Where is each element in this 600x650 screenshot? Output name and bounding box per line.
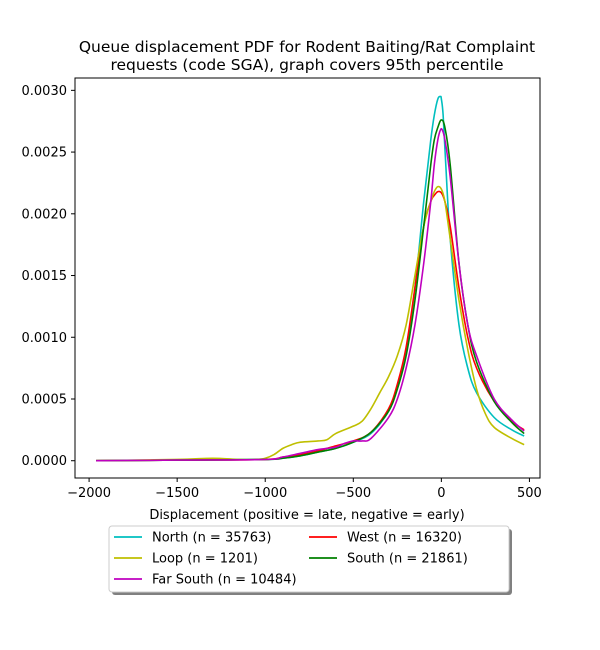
legend-box	[108, 525, 510, 593]
legend-entries: North (n = 35763) West (n = 16320) Loop (n…	[114, 531, 468, 588]
series-line-1	[96, 190, 525, 462]
y-tick-label: 0.0030	[22, 84, 68, 99]
plot-frame	[74, 77, 541, 479]
series-line-2	[96, 185, 525, 462]
x-tick-label: 500	[517, 486, 542, 501]
y-tick-label: 0.0010	[22, 331, 68, 346]
x-tick-label: −500	[335, 486, 371, 501]
series-line-4	[96, 127, 525, 462]
legend-label: West (n = 16320)	[347, 531, 462, 546]
legend-label: Far South (n = 10484)	[152, 573, 297, 588]
legend-label: Loop (n = 1201)	[152, 552, 258, 567]
legend-label: North (n = 35763)	[152, 531, 271, 546]
x-tick-label: −1500	[155, 486, 199, 501]
plot-lines	[96, 95, 525, 462]
x-tick-label: −1000	[243, 486, 287, 501]
x-axis-label: Displacement (positive = late, negative …	[149, 508, 464, 523]
y-tick-label: 0.0005	[22, 392, 68, 407]
chart-title-line-2: requests (code SGA), graph covers 95th p…	[110, 56, 503, 74]
legend-label: South (n = 21861)	[347, 552, 468, 567]
y-axis-ticks: 0.0000 0.0005 0.0010 0.0015 0.0020 0.0025 0.00…	[22, 84, 75, 469]
y-tick-label: 0.0000	[22, 454, 68, 469]
series-line-0	[96, 95, 525, 462]
y-tick-label: 0.0020	[22, 207, 68, 222]
chart-title-line-1: Queue displacement PDF for Rodent Baitin…	[79, 38, 535, 56]
x-tick-label: 0	[437, 486, 445, 501]
y-tick-label: 0.0015	[22, 269, 68, 284]
y-tick-label: 0.0025	[22, 146, 68, 161]
x-axis-ticks: −2000 −1500 −1000 −500 0 500	[67, 478, 542, 501]
x-tick-label: −2000	[67, 486, 111, 501]
legend: North (n = 35763) West (n = 16320) Loop (n…	[108, 525, 512, 595]
